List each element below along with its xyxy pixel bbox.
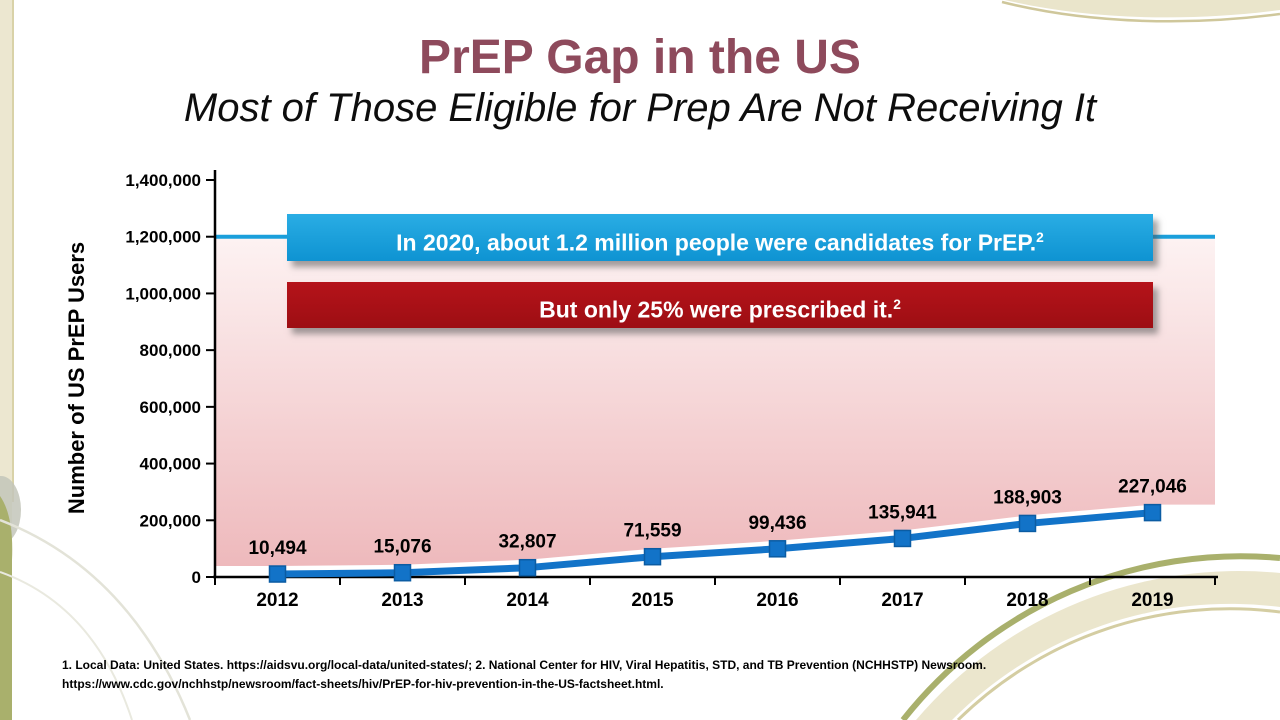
y-axis-title: Number of US PrEP Users xyxy=(64,242,89,514)
prescribed-banner-superscript: 2 xyxy=(893,297,901,312)
data-markers xyxy=(268,503,1162,583)
svg-text:2019: 2019 xyxy=(1131,590,1173,611)
footnote-line-2: https://www.cdc.gov/nchhstp/newsroom/fac… xyxy=(62,677,664,691)
axes: 0 200,000 400,000 600,000 800,000 1,000,000 1,… xyxy=(125,170,1218,611)
left-olive-band xyxy=(0,496,13,720)
svg-text:15,076: 15,076 xyxy=(373,537,431,558)
svg-text:800,000: 800,000 xyxy=(140,341,201,360)
bottom-left-swirl-line-2 xyxy=(0,571,133,720)
data-line xyxy=(274,509,1156,578)
svg-text:1,000,000: 1,000,000 xyxy=(125,284,201,303)
svg-text:2012: 2012 xyxy=(256,590,298,611)
svg-text:600,000: 600,000 xyxy=(140,398,201,417)
slide-title: PrEP Gap in the US xyxy=(419,31,861,84)
data-labels: 10,494 15,076 32,807 71,559 99,436 135,941 188… xyxy=(248,477,1186,559)
candidates-banner-superscript: 2 xyxy=(1036,230,1044,245)
svg-text:135,941: 135,941 xyxy=(868,502,937,523)
svg-text:Number of US PrEP Users: Number of US PrEP Users xyxy=(64,242,89,514)
svg-text:2016: 2016 xyxy=(756,590,798,611)
svg-text:2015: 2015 xyxy=(631,590,674,611)
svg-text:188,903: 188,903 xyxy=(993,487,1062,508)
svg-text:0: 0 xyxy=(192,568,201,587)
svg-text:200,000: 200,000 xyxy=(140,511,201,530)
candidates-banner: In 2020, about 1.2 million people were c… xyxy=(287,214,1153,261)
top-right-cream-band xyxy=(1005,0,1280,18)
bottom-right-tan-arc xyxy=(956,607,1280,720)
candidates-banner-text: In 2020, about 1.2 million people were c… xyxy=(396,229,1037,256)
svg-text:71,559: 71,559 xyxy=(623,521,681,542)
svg-text:400,000: 400,000 xyxy=(140,455,201,474)
prescribed-banner: But only 25% were prescribed it.2 xyxy=(287,282,1153,328)
slide-subtitle: Most of Those Eligible for Prep Are Not … xyxy=(183,86,1097,130)
svg-text:2018: 2018 xyxy=(1006,590,1048,611)
svg-text:32,807: 32,807 xyxy=(498,532,556,553)
top-right-tan-line xyxy=(1001,0,1280,23)
footnote: 1. Local Data: United States. https://ai… xyxy=(62,656,1212,694)
footnote-line-1: 1. Local Data: United States. https://ai… xyxy=(62,658,987,672)
svg-text:99,436: 99,436 xyxy=(748,513,806,534)
prescribed-banner-text: But only 25% were prescribed it. xyxy=(539,296,894,323)
svg-text:2013: 2013 xyxy=(381,590,423,611)
svg-text:1,200,000: 1,200,000 xyxy=(125,228,201,247)
bottom-left-swirl-line xyxy=(0,518,192,720)
svg-text:2014: 2014 xyxy=(506,590,549,611)
svg-text:2017: 2017 xyxy=(881,590,923,611)
svg-text:227,046: 227,046 xyxy=(1118,477,1187,498)
bottom-right-olive-arc xyxy=(900,553,1280,720)
svg-text:1,400,000: 1,400,000 xyxy=(125,171,201,190)
bottom-right-cream-arc-band xyxy=(916,570,1280,720)
svg-text:10,494: 10,494 xyxy=(248,538,307,559)
